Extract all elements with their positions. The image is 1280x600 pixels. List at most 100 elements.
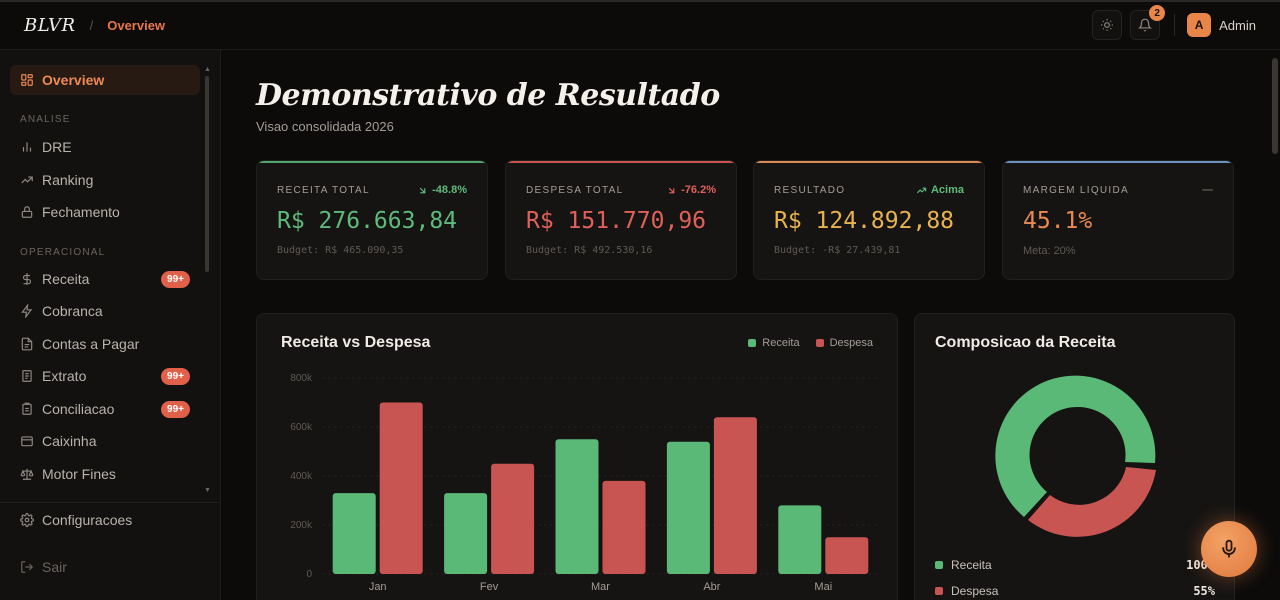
x-tick-label: Mar: [591, 581, 610, 593]
kpi-label: MARGEM LIQUIDA: [1023, 185, 1129, 196]
kpi-accent-bar: [1003, 161, 1233, 163]
x-tick-label: Jan: [369, 581, 387, 593]
kpi-delta: Acima: [916, 184, 964, 196]
y-tick-label: 0: [306, 569, 312, 580]
kpi-delta-value: Acima: [930, 184, 964, 196]
sun-icon: [1101, 19, 1113, 31]
sidebar-item-label: Configuracoes: [42, 512, 133, 528]
sidebar-item-label: Motor Fines: [42, 466, 116, 482]
sidebar-item-conciliacao[interactable]: Conciliacao 99+: [10, 394, 200, 424]
sidebar-item-configuracoes[interactable]: Configuracoes: [10, 505, 200, 535]
sidebar-item-label: Extrato: [42, 368, 87, 384]
kpi-label: RESULTADO: [774, 185, 846, 196]
sidebar-item-motor-fines[interactable]: Motor Fines: [10, 459, 200, 489]
x-tick-label: Fev: [480, 581, 499, 593]
main-content: Demonstrativo de Resultado Visao consoli…: [221, 50, 1280, 600]
bar-receita-fev[interactable]: [444, 493, 488, 574]
pie-legend-label: Despesa: [951, 584, 999, 598]
microphone-icon: [1222, 539, 1236, 558]
breadcrumb-separator: /: [89, 18, 94, 33]
pie-legend-despesa: Despesa 55%: [935, 584, 1215, 598]
sidebar-item-cobranca[interactable]: Cobranca: [10, 296, 200, 326]
clipboard-icon: [22, 402, 32, 415]
sidebar-scroll-down-icon[interactable]: ▼: [204, 487, 211, 494]
app-logo[interactable]: BLVR: [24, 15, 76, 36]
bar-despesa-mai[interactable]: [825, 537, 869, 574]
theme-toggle-button[interactable]: [1092, 10, 1123, 40]
donut-slice-despesa[interactable]: [1028, 467, 1156, 537]
sidebar-item-overview[interactable]: Overview: [10, 65, 200, 95]
sidebar-item-label: Receita: [42, 271, 90, 287]
pie-legend-despesa-swatch: [935, 587, 943, 595]
kpi-meta: Meta: 20%: [1023, 245, 1076, 257]
kpi-budget: Budget: R$ 465.090,35: [277, 245, 404, 256]
bar-despesa-mar[interactable]: [602, 480, 646, 574]
lightning-icon: [21, 304, 33, 318]
donut-slice-receita[interactable]: [995, 375, 1156, 517]
y-tick-label: 400k: [290, 471, 313, 482]
main-scrollbar[interactable]: [1272, 58, 1278, 154]
legend-receita-label[interactable]: Receita: [762, 337, 800, 349]
scale-icon: [20, 468, 34, 480]
top-divider: [1174, 14, 1176, 36]
pie-chart-card: Composicao da Receita Receita 100% Despe…: [914, 313, 1235, 600]
legend-despesa-label[interactable]: Despesa: [829, 337, 873, 349]
sidebar-item-label: Conciliacao: [42, 401, 115, 417]
bar-receita-abr[interactable]: [666, 441, 710, 574]
sidebar-item-badge: 99+: [161, 400, 190, 418]
page-title: Demonstrativo de Resultado: [256, 78, 720, 113]
kpi-card-despesa: DESPESA TOTAL -76.2% R$ 151.770,96 Budge…: [505, 160, 737, 280]
bar-receita-mar[interactable]: [555, 439, 599, 574]
kpi-budget: Budget: R$ 492.530,16: [526, 245, 653, 256]
breadcrumb-current[interactable]: Overview: [107, 18, 166, 33]
sidebar-item-receita[interactable]: Receita 99+: [10, 264, 200, 294]
sidebar-item-caixinha[interactable]: Caixinha: [10, 426, 200, 456]
notifications-button[interactable]: 2: [1130, 5, 1166, 40]
sidebar-item-sair[interactable]: Sair: [10, 552, 200, 582]
x-tick-label: Abr: [703, 581, 720, 593]
kpi-label: DESPESA TOTAL: [526, 185, 624, 196]
kpi-delta: -76.2%: [666, 184, 716, 196]
top-bar: BLVR / Overview 2 A Admin: [0, 0, 1280, 50]
bar-receita-mai[interactable]: [778, 505, 822, 574]
sidebar-scroll-up-icon[interactable]: ▲: [204, 66, 211, 73]
kpi-card-margem: MARGEM LIQUIDA — 45.1% Meta: 20%: [1002, 160, 1234, 280]
sidebar-item-ranking[interactable]: Ranking: [10, 165, 200, 195]
notification-count-badge: 2: [1149, 5, 1166, 21]
kpi-delta: -48.8%: [417, 184, 467, 196]
kpi-value: R$ 124.892,88: [774, 208, 955, 234]
y-tick-label: 800k: [290, 373, 313, 384]
bar-despesa-fev[interactable]: [491, 463, 535, 574]
sidebar-item-contas-a-pagar[interactable]: Contas a Pagar: [10, 329, 200, 359]
pie-legend-pct: 55%: [1193, 584, 1215, 598]
legend-receita-swatch: [748, 339, 757, 347]
pie-legend-receita-swatch: [935, 561, 943, 569]
sidebar-scrollbar[interactable]: [205, 76, 209, 272]
trending-up-icon: [21, 176, 33, 184]
sidebar-item-label: Cobranca: [42, 303, 103, 319]
y-tick-label: 600k: [290, 422, 313, 433]
bar-receita-jan[interactable]: [332, 493, 376, 574]
logout-icon: [21, 561, 34, 573]
user-name[interactable]: Admin: [1219, 17, 1256, 33]
sidebar-item-extrato[interactable]: Extrato 99+: [10, 361, 200, 391]
voice-assistant-button[interactable]: [1201, 521, 1257, 577]
sidebar-divider: [0, 502, 221, 503]
sidebar-item-badge: 99+: [161, 270, 190, 288]
user-avatar[interactable]: A: [1187, 13, 1212, 37]
kpi-card-resultado: RESULTADO Acima R$ 124.892,88 Budget: -R…: [753, 160, 985, 280]
bar-chart-legend: Receita Despesa: [748, 337, 873, 349]
bar-chart-title: Receita vs Despesa: [281, 334, 431, 351]
sidebar-item-dre[interactable]: DRE: [10, 132, 200, 162]
bar-despesa-jan[interactable]: [379, 402, 423, 575]
box-icon: [21, 436, 33, 447]
bar-despesa-abr[interactable]: [713, 417, 757, 574]
sidebar-item-fechamento[interactable]: Fechamento: [10, 197, 200, 227]
donut-chart: [995, 375, 1156, 537]
kpi-label: RECEITA TOTAL: [277, 185, 370, 196]
dollar-icon: [22, 273, 32, 285]
kpi-delta: —: [1202, 184, 1213, 196]
kpi-budget: Budget: -R$ 27.439,81: [774, 245, 901, 256]
trending-up-icon: [916, 187, 927, 193]
sidebar-section-operacional: OPERACIONAL: [20, 247, 106, 258]
